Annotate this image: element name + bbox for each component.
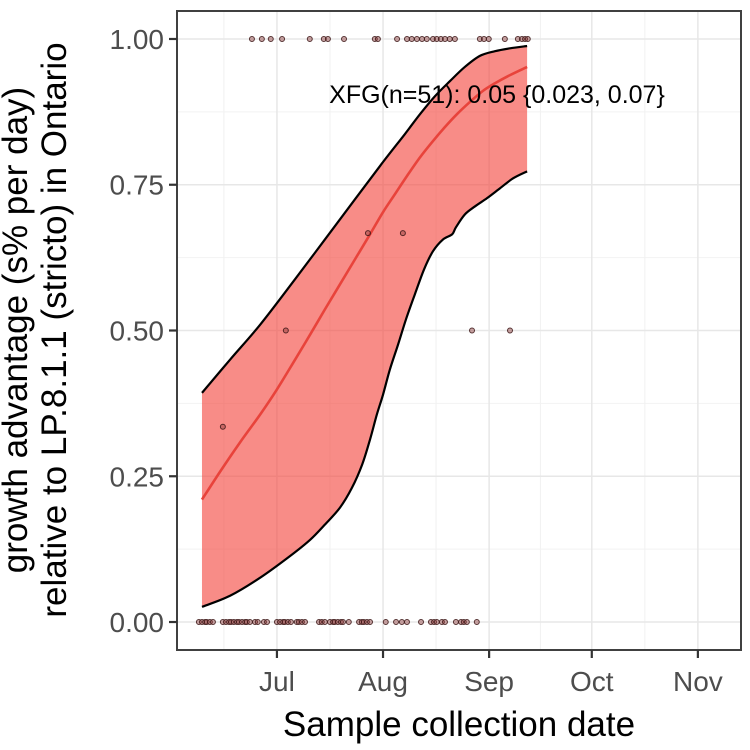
data-point: [382, 619, 389, 626]
data-point: [408, 35, 415, 42]
data-point: [339, 619, 346, 626]
data-point: [413, 35, 420, 42]
data-point: [374, 35, 381, 42]
axis-ticks: [169, 37, 699, 658]
data-point: [514, 35, 521, 42]
data-point: [485, 35, 492, 42]
y-axis-title-line1: growth advantage (s% per day): [0, 87, 35, 573]
data-point: [441, 619, 448, 626]
data-point: [441, 35, 448, 42]
data-point: [394, 35, 401, 42]
y-tick-label: 0.75: [110, 170, 165, 201]
data-point: [469, 327, 476, 334]
y-axis-title-line2: relative to LP.8.1.1 (stricto) in Ontari…: [35, 42, 74, 617]
data-point: [324, 35, 331, 42]
data-point: [287, 619, 294, 626]
data-point: [446, 35, 453, 42]
data-point: [393, 619, 400, 626]
x-tick-label: Jul: [259, 666, 295, 697]
data-point: [418, 619, 425, 626]
annotation-label: XFG(n=51): 0.05 {0.023, 0.07}: [329, 81, 665, 109]
data-point: [398, 619, 405, 626]
data-point: [524, 35, 531, 42]
data-point: [258, 35, 265, 42]
data-point: [320, 35, 327, 42]
data-point: [345, 619, 352, 626]
data-point: [501, 35, 508, 42]
x-tick-label: Oct: [570, 666, 614, 697]
axis-tick-labels: Jul Aug Sep Oct Nov 0.00 0.25 0.50 0.75 1.00: [110, 24, 723, 697]
data-point: [403, 619, 410, 626]
y-tick-label: 0.25: [110, 461, 165, 492]
data-point: [473, 619, 480, 626]
fit-line: [200, 65, 528, 501]
y-tick-label: 0.50: [110, 316, 165, 347]
data-point: [321, 619, 328, 626]
data-point: [480, 35, 487, 42]
x-tick-label: Nov: [673, 666, 723, 697]
data-point: [254, 619, 261, 626]
ribbon-upper-edge: [201, 44, 528, 394]
series-layer: [195, 35, 531, 626]
y-tick-label: 1.00: [110, 24, 165, 55]
data-point: [301, 619, 308, 626]
data-point: [267, 35, 274, 42]
data-point: [451, 35, 458, 42]
y-tick-label: 0.00: [110, 607, 165, 638]
data-point: [433, 35, 440, 42]
confidence-ribbon: [201, 45, 528, 607]
data-point: [219, 423, 226, 430]
data-point: [264, 619, 271, 626]
x-tick-label: Sep: [464, 666, 514, 697]
ribbon-lower-edge: [201, 170, 528, 608]
data-point: [423, 35, 430, 42]
data-point: [306, 35, 313, 42]
data-point: [246, 619, 253, 626]
data-point: [437, 35, 444, 42]
data-point: [463, 619, 470, 626]
data-point: [506, 327, 513, 334]
x-tick-label: Aug: [358, 666, 408, 697]
data-point: [367, 619, 374, 626]
data-point: [452, 619, 459, 626]
data-point: [419, 35, 426, 42]
data-point: [279, 35, 286, 42]
data-point: [403, 35, 410, 42]
data-point: [341, 35, 348, 42]
data-point: [248, 35, 255, 42]
data-point: [282, 327, 289, 334]
data-point: [476, 35, 483, 42]
data-point: [433, 619, 440, 626]
data-point: [364, 230, 371, 237]
x-axis-title: Sample collection date: [283, 705, 635, 744]
data-point: [399, 230, 406, 237]
data-point: [209, 619, 216, 626]
